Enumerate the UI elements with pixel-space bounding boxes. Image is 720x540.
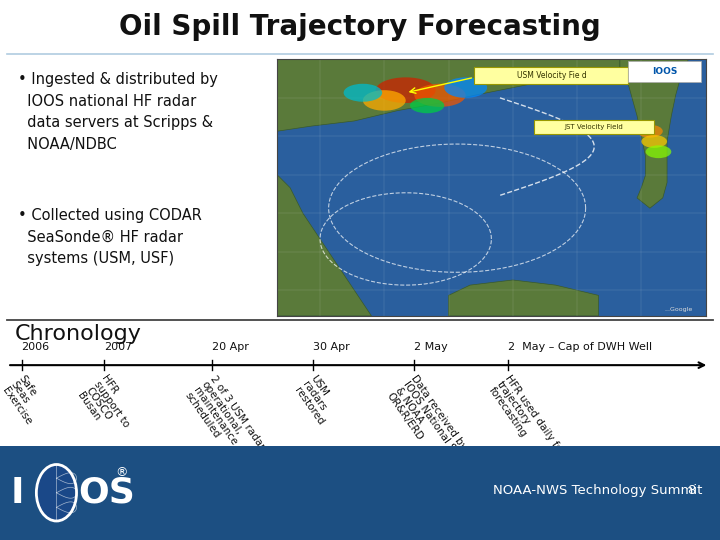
Polygon shape	[277, 59, 620, 131]
Polygon shape	[277, 175, 372, 316]
Text: IOOS: IOOS	[652, 67, 678, 76]
Text: Chronology: Chronology	[14, 325, 141, 345]
Text: ...Google: ...Google	[665, 307, 693, 312]
Text: Oil Spill Trajectory Forecasting: Oil Spill Trajectory Forecasting	[119, 13, 601, 41]
Bar	[629, 60, 701, 83]
Text: Data received by
IOOS National Serv.
& NOAA
OR&R/ERD: Data received by IOOS National Serv. & N…	[384, 374, 477, 481]
Text: 2 May: 2 May	[414, 342, 448, 352]
Circle shape	[36, 464, 76, 521]
Polygon shape	[620, 59, 688, 208]
Text: 2006: 2006	[22, 342, 50, 352]
Ellipse shape	[376, 77, 436, 103]
Text: OS: OS	[78, 476, 135, 510]
Text: ®: ®	[114, 466, 127, 479]
Ellipse shape	[410, 98, 444, 113]
Polygon shape	[449, 280, 598, 316]
Text: 20 Apr: 20 Apr	[212, 342, 249, 352]
Ellipse shape	[363, 90, 406, 111]
Text: • Collected using CODAR
  SeaSonde® HF radar
  systems (USM, USF): • Collected using CODAR SeaSonde® HF rad…	[18, 208, 202, 266]
Ellipse shape	[637, 125, 662, 138]
Text: HFR
support to
COSCO
Busan: HFR support to COSCO Busan	[75, 374, 139, 441]
Text: 2  May – Cap of DWH Well: 2 May – Cap of DWH Well	[508, 342, 652, 352]
Bar	[534, 120, 654, 134]
Text: Safe
Seas
Exercise: Safe Seas Exercise	[1, 374, 50, 426]
Text: 8: 8	[688, 484, 696, 497]
Ellipse shape	[642, 135, 667, 148]
Bar	[474, 67, 629, 84]
Text: 2007: 2007	[104, 342, 132, 352]
Ellipse shape	[646, 145, 671, 158]
Text: USM
radars
restored: USM radars restored	[292, 374, 342, 427]
Text: • Ingested & distributed by
  IOOS national HF radar
  data servers at Scripps &: • Ingested & distributed by IOOS nationa…	[18, 72, 217, 152]
Text: NOAA-NWS Technology Summit: NOAA-NWS Technology Summit	[493, 484, 703, 497]
Text: JST Velocity Field: JST Velocity Field	[565, 124, 624, 130]
Text: USM Velocity Fie d: USM Velocity Fie d	[516, 71, 586, 79]
Text: I: I	[11, 476, 24, 510]
Ellipse shape	[343, 84, 382, 102]
Text: 2 of 3 USM radars,
operational,
maintenance
scheduled: 2 of 3 USM radars, operational, maintena…	[183, 374, 271, 475]
Text: HFR used daily for
trajectory
forecasting: HFR used daily for trajectory forecastin…	[487, 374, 566, 469]
Ellipse shape	[414, 84, 466, 107]
Text: 30 Apr: 30 Apr	[313, 342, 350, 352]
Ellipse shape	[444, 77, 487, 98]
